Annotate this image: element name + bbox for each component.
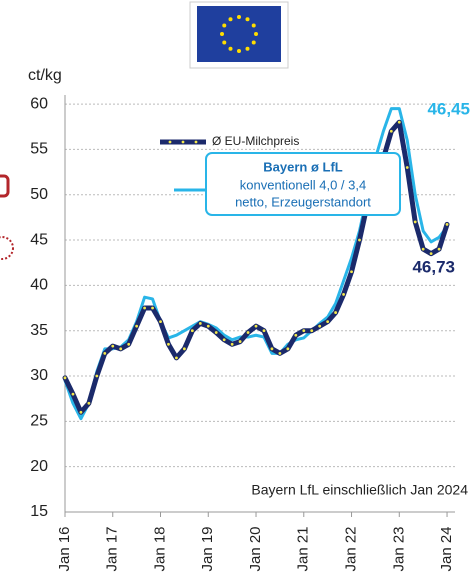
point-marker xyxy=(262,329,266,333)
flag-star xyxy=(254,32,258,36)
point-marker xyxy=(318,324,322,328)
flag-star xyxy=(237,49,241,53)
x-tick-label: Jan 18 xyxy=(151,526,168,571)
point-marker xyxy=(445,222,449,226)
point-marker xyxy=(103,351,107,355)
value-label: 46,45 xyxy=(427,99,470,118)
point-marker xyxy=(437,247,441,251)
legend-note: konventionell 4,0 / 3,4 xyxy=(240,177,366,192)
point-marker xyxy=(95,374,99,378)
y-tick-label: 20 xyxy=(30,458,48,475)
point-marker xyxy=(159,320,162,324)
point-marker xyxy=(135,324,139,328)
point-marker xyxy=(111,344,115,348)
flag-star xyxy=(251,23,256,28)
point-marker xyxy=(71,392,75,396)
value-label: 46,73 xyxy=(412,257,455,276)
flag-star xyxy=(251,40,256,45)
x-tick-label: Jan 22 xyxy=(342,526,359,571)
point-marker xyxy=(79,410,83,414)
flag-star xyxy=(222,23,227,28)
x-tick-label: Jan 19 xyxy=(199,526,216,571)
point-marker xyxy=(358,238,361,242)
point-marker xyxy=(397,120,401,124)
legend-box xyxy=(205,152,401,216)
flag-stars xyxy=(220,15,258,53)
point-marker xyxy=(127,342,131,346)
x-tick-label: Jan 16 xyxy=(56,526,73,571)
legend-note: netto, Erzeugerstandort xyxy=(235,194,371,209)
y-tick-label: 55 xyxy=(30,141,48,158)
side-icon xyxy=(0,174,10,198)
point-marker xyxy=(429,252,433,256)
flag-star xyxy=(245,17,250,22)
y-tick-label: 15 xyxy=(30,503,48,520)
point-marker xyxy=(246,331,250,334)
x-tick-label: Jan 17 xyxy=(104,526,121,571)
x-tick-label: Jan 21 xyxy=(295,526,312,571)
point-marker xyxy=(238,340,242,343)
point-marker xyxy=(405,166,409,169)
point-marker xyxy=(326,320,330,324)
flag-star xyxy=(228,46,233,51)
side-icon xyxy=(0,236,14,260)
point-marker xyxy=(270,347,274,351)
y-tick-label: 40 xyxy=(30,277,48,294)
point-marker xyxy=(222,338,226,342)
y-tick-label: 30 xyxy=(30,367,48,384)
flag-star xyxy=(237,15,241,19)
flag-star xyxy=(228,17,233,22)
point-marker xyxy=(190,329,194,333)
point-marker xyxy=(198,322,202,325)
legend-label: Bayern ø LfL xyxy=(263,159,343,174)
point-marker xyxy=(182,347,186,351)
point-marker xyxy=(421,247,425,251)
annotation: Bayern LfL einschließlich Jan 2024 xyxy=(251,482,468,498)
point-marker xyxy=(63,376,67,380)
point-marker xyxy=(119,347,123,351)
point-marker xyxy=(167,342,170,346)
point-marker xyxy=(350,270,353,274)
flag-star xyxy=(222,40,227,45)
point-marker xyxy=(278,351,282,355)
point-marker xyxy=(302,329,306,333)
y-tick-label: 50 xyxy=(30,186,48,203)
point-marker xyxy=(254,324,258,328)
point-marker xyxy=(286,347,290,351)
point-marker xyxy=(389,129,393,133)
point-marker xyxy=(342,293,345,296)
legend-marker xyxy=(194,140,198,144)
flag-star xyxy=(245,46,250,51)
y-tick-label: 35 xyxy=(30,322,48,339)
eu-flag xyxy=(197,6,281,62)
legend: Ø EU-Milchpreis Bayern ø LfL konventione… xyxy=(160,134,401,216)
point-marker xyxy=(143,306,146,310)
point-marker xyxy=(413,220,417,224)
point-marker xyxy=(230,342,234,346)
point-marker xyxy=(310,329,314,333)
flag-star xyxy=(220,32,224,36)
y-axis-label: ct/kg xyxy=(28,67,62,84)
point-marker xyxy=(87,401,91,405)
y-tick-label: 45 xyxy=(30,231,48,248)
y-tick-label: 60 xyxy=(30,95,48,112)
legend-label: Ø EU-Milchpreis xyxy=(212,134,299,148)
point-marker xyxy=(151,306,154,310)
y-tick-label: 25 xyxy=(30,413,48,430)
point-marker xyxy=(334,311,338,314)
point-marker xyxy=(175,356,178,360)
legend-marker xyxy=(181,140,185,144)
legend-marker xyxy=(168,140,172,144)
point-marker xyxy=(214,331,218,334)
point-marker xyxy=(294,333,298,337)
x-tick-label: Jan 24 xyxy=(438,526,455,571)
x-tick-label: Jan 23 xyxy=(390,526,407,571)
x-tick-label: Jan 20 xyxy=(247,526,264,571)
point-marker xyxy=(206,324,210,328)
